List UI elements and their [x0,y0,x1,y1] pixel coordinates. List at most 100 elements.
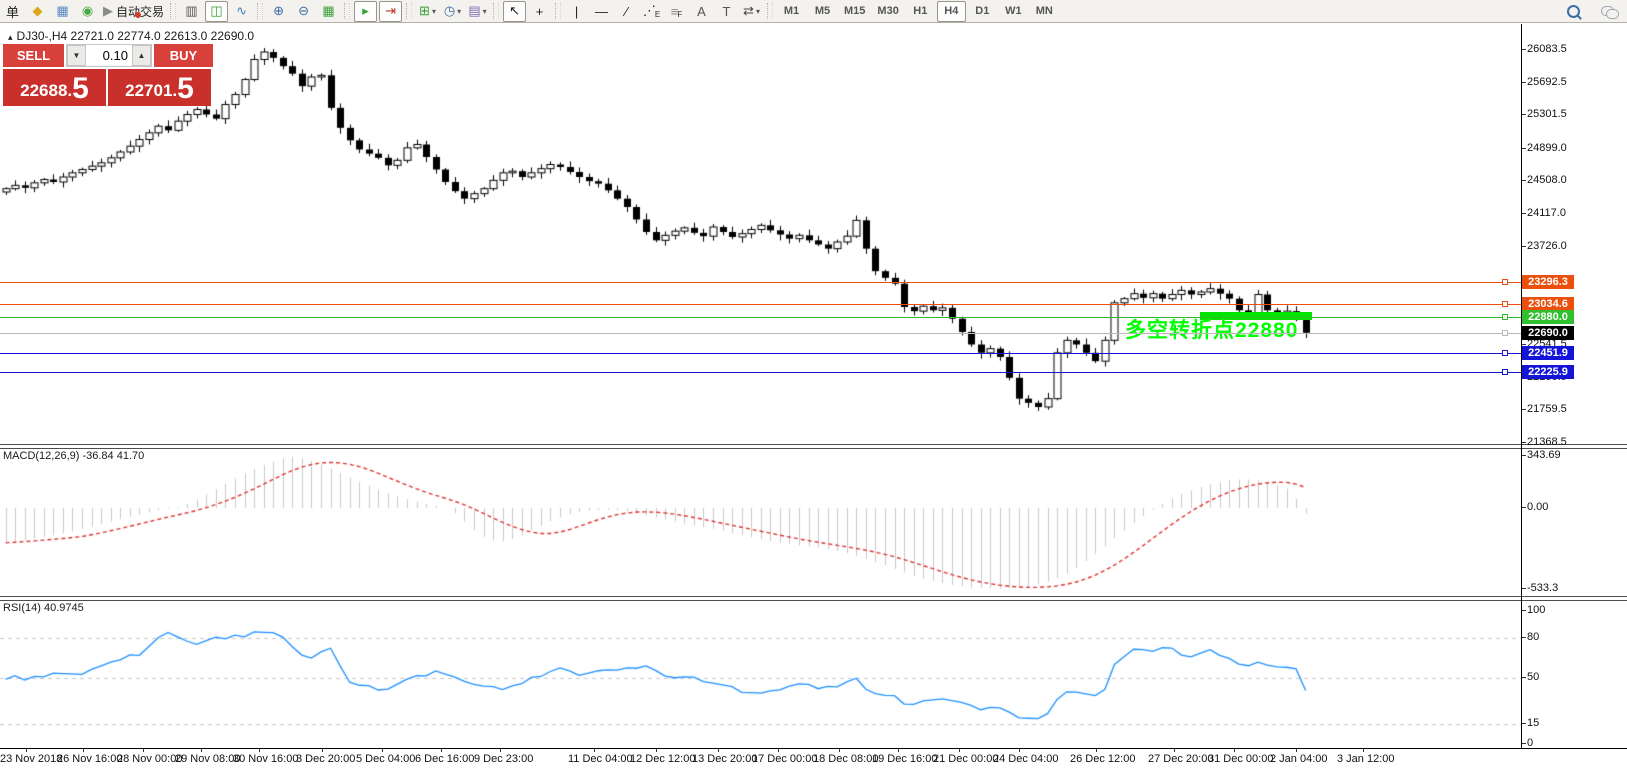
tf-d1[interactable]: D1 [975,5,990,17]
time-axis-tickmark [656,748,657,752]
periods-icon-dropdown[interactable]: ▾ [457,6,462,16]
templates-icon[interactable]: ▤ ▾ [466,1,489,22]
buy-price-frac: 5 [177,72,194,105]
tf-h1[interactable]: H1 [913,5,928,17]
pivot-line-22880-price-box: 22880.0 [1522,310,1574,324]
signals-icon[interactable]: ◉ [76,1,99,22]
auto-scroll-icon[interactable]: ▸ [354,0,378,22]
bar-chart-icon[interactable]: ▥ [180,1,203,22]
vertical-line-icon[interactable]: | [565,1,588,22]
crosshair-icon[interactable]: + [528,1,551,22]
support-line-22451-price-box: 22451.9 [1522,345,1574,360]
tf-m15[interactable]: M15 [844,5,866,17]
time-axis-tickmark [1296,748,1297,752]
top-toolbar: 单 ◆ ▦ ◉ ▶ 自动交易 ▥ ◫ ∿ ⊕ ⊖ ▦ ▸ ⇥ ⊞ ▾ ◷ ▾ ▤ ▾ ↖ + | — ∕ ⋰ E ≡ F A T ⇄ ▾ M1 M5… [0,0,1627,23]
tf-m1[interactable]: M1 [783,5,800,17]
new-order-icon[interactable]: ◆ [26,1,49,22]
time-axis-tickmark [1019,748,1020,752]
support-line-22451[interactable] [0,352,1521,354]
chart-window-icon[interactable]: ▦ [51,1,74,22]
time-axis-tickmark [322,748,323,752]
chat-button[interactable] [1597,1,1620,22]
current-price-line-handle[interactable] [1502,329,1508,336]
tf-mn[interactable]: MN [1035,5,1053,17]
time-axis-tickmark [594,748,595,752]
text-label-icon[interactable]: T [715,1,738,22]
search-button[interactable] [1562,1,1585,22]
indicators-icon-dropdown[interactable]: ▾ [431,6,436,16]
arrows-icon-dropdown[interactable]: ▾ [755,6,760,16]
buy-price-display[interactable]: 22701. 5 [108,69,211,106]
buy-button[interactable]: BUY [153,44,213,67]
vertical-line-icon-glyph: | [574,3,579,19]
rsi-canvas[interactable] [0,600,1521,748]
arrows-icon-glyph: ⇄ [743,3,754,18]
pivot-line-22880[interactable] [0,317,1521,318]
time-axis-tick: 30 Nov 16:00 [233,753,299,765]
macd-axis-tick: 0.00 [1521,501,1549,513]
trendline-icon-glyph: ∕ [625,3,628,19]
tf-h4[interactable]: H4 [936,0,966,22]
resistance-line-23296[interactable] [0,282,1521,284]
candlestick-chart-icon[interactable]: ◫ [205,0,229,22]
cursor-icon[interactable]: ↖ [503,0,527,22]
rsi-axis-tick: 15 [1521,717,1540,730]
chart-shift-icon[interactable]: ⇥ [379,0,403,22]
sell-button[interactable]: SELL [3,44,64,67]
auto-trading-button-glyph: ▶ [103,3,113,18]
macd-canvas[interactable] [0,448,1521,596]
periods-icon[interactable]: ◷ ▾ [441,1,464,22]
volume-decrease-button[interactable]: ▼ [66,45,86,66]
tf-w1[interactable]: W1 [1005,5,1022,17]
templates-icon-dropdown[interactable]: ▾ [482,6,487,16]
order-partial-label[interactable]: 单 [1,1,24,22]
text-label-icon-glyph: T [722,3,731,19]
auto-trading-button[interactable]: ▶ 自动交易 [101,1,166,22]
horizontal-line-icon[interactable]: — [590,1,613,22]
tf-m5[interactable]: M5 [814,5,831,17]
resistance-line-23034-handle[interactable] [1502,301,1508,308]
support-line-22451-handle[interactable] [1502,349,1508,356]
auto-trading-status-dot [135,12,141,18]
current-price-line[interactable] [0,332,1521,334]
resistance-line-23034-price-box: 23034.6 [1522,297,1574,312]
zoom-in-icon[interactable]: ⊕ [267,1,290,22]
indicators-icon[interactable]: ⊞ ▾ [416,1,439,22]
arrows-icon[interactable]: ⇄ ▾ [740,1,763,22]
volume-stepper: ▼ ▲ [65,44,152,67]
resistance-line-23034[interactable] [0,304,1521,306]
sell-price-display[interactable]: 22688. 5 [3,69,106,106]
collapse-triangle-icon[interactable]: ▴ [8,32,13,42]
support-line-22225-handle[interactable] [1502,368,1508,375]
zoom-out-icon-glyph: ⊖ [298,3,309,18]
main-chart-canvas[interactable] [0,24,1521,444]
current-price-line-price-box: 22690.0 [1522,325,1574,340]
tile-windows-icon[interactable]: ▦ [317,1,340,22]
price-axis-tick: 21759.5 [1522,403,1567,416]
fibonacci-icon[interactable]: ≡ F [665,1,688,22]
resistance-line-23296-handle[interactable] [1502,279,1508,286]
pane-divider-rsi[interactable] [0,596,1627,601]
trendline-icon[interactable]: ∕ [615,1,638,22]
time-axis-tickmark [26,748,27,752]
equidistant-channel-icon[interactable]: ⋰ E [640,1,663,22]
time-axis-tick: 3 Jan 12:00 [1337,753,1395,765]
text-icon[interactable]: A [690,1,713,22]
annotation-highlight-bar[interactable] [1200,312,1312,320]
volume-input[interactable] [85,45,132,66]
tf-m30[interactable]: M30 [877,5,899,17]
signals-icon-glyph: ◉ [81,3,94,18]
line-chart-icon[interactable]: ∿ [230,1,253,22]
annotation-text[interactable]: 多空转折点22880 [1125,319,1299,342]
time-axis-tick: 31 Dec 00:00 [1208,753,1274,765]
price-axis-tick: 26083.5 [1522,43,1567,56]
pane-divider-macd[interactable] [0,444,1627,449]
price-axis-tick: 24117.0 [1522,206,1566,219]
time-axis-border [0,748,1627,749]
support-line-22225[interactable] [0,371,1521,373]
zoom-out-icon[interactable]: ⊖ [292,1,315,22]
pivot-line-22880-handle[interactable] [1502,314,1508,320]
time-axis-tick: 28 Nov 00:00 [117,753,183,765]
auto-scroll-icon-glyph: ▸ [362,3,369,18]
volume-increase-button[interactable]: ▲ [131,45,151,66]
